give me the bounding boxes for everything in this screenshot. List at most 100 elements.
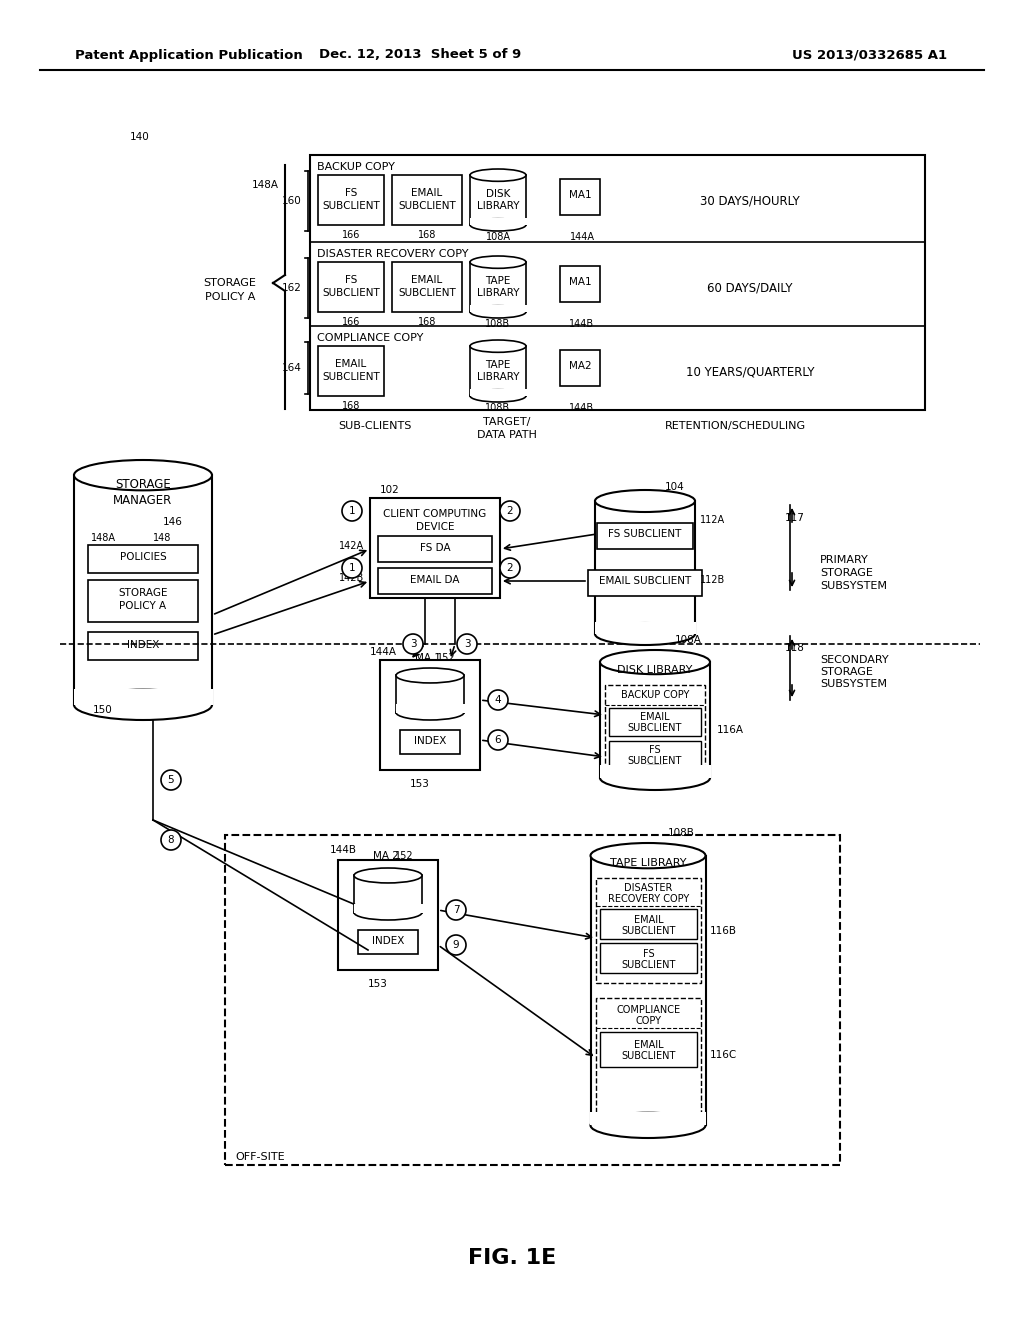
Text: FIG. 1E: FIG. 1E [468,1247,556,1269]
Text: 164: 164 [283,363,302,374]
Bar [310,154,925,411]
Bar [74,689,213,705]
Circle shape [403,634,423,653]
Text: MA1: MA1 [568,190,591,201]
Text: 112B: 112B [700,576,725,585]
Text: RECOVERY COPY: RECOVERY COPY [608,894,689,904]
Text: 112A: 112A [700,515,725,525]
Text: RETENTION/SCHEDULING: RETENTION/SCHEDULING [665,421,806,432]
Circle shape [488,690,508,710]
Text: SUB-CLIENTS: SUB-CLIENTS [338,421,412,432]
Text: SUBCLIENT: SUBCLIENT [622,927,676,936]
Bar [590,1111,706,1126]
Bar [318,176,384,224]
Text: Dec. 12, 2013  Sheet 5 of 9: Dec. 12, 2013 Sheet 5 of 9 [318,49,521,62]
Text: FS: FS [345,275,357,285]
Circle shape [500,502,520,521]
Text: EMAIL: EMAIL [412,275,442,285]
Text: 144A: 144A [370,647,397,657]
Bar [370,498,500,598]
Bar [469,218,526,224]
Text: 153: 153 [410,779,430,789]
Text: EMAIL: EMAIL [412,187,442,198]
Text: 148A: 148A [252,180,279,190]
Text: Patent Application Publication: Patent Application Publication [75,49,303,62]
Bar [605,685,705,780]
Text: LIBRARY: LIBRARY [477,372,519,381]
Text: 148A: 148A [91,533,116,543]
Text: EMAIL DA: EMAIL DA [411,576,460,585]
Text: 104: 104 [665,482,685,492]
Bar [88,632,198,660]
Ellipse shape [396,705,464,719]
Text: 3: 3 [464,639,470,649]
Text: TAPE LIBRARY: TAPE LIBRARY [609,858,686,869]
Text: 1: 1 [349,506,355,516]
Circle shape [446,900,466,920]
Text: EMAIL SUBCLIENT: EMAIL SUBCLIENT [599,576,691,586]
Text: 8: 8 [168,836,174,845]
Bar [354,875,422,912]
Bar [318,346,384,396]
Text: 3: 3 [410,639,417,649]
Text: 108A: 108A [485,232,511,242]
Text: 1: 1 [349,564,355,573]
Circle shape [161,830,181,850]
Bar [318,261,384,312]
Circle shape [500,558,520,578]
Text: DEVICE: DEVICE [416,521,455,532]
Bar [588,570,702,597]
Text: INDEX: INDEX [372,936,404,946]
Text: 168: 168 [418,317,436,327]
Bar [353,904,423,912]
Ellipse shape [591,843,706,869]
Text: 168: 168 [418,230,436,240]
Text: 2: 2 [507,564,513,573]
Bar [595,502,695,634]
Text: STORAGE: STORAGE [204,279,256,288]
Circle shape [342,502,362,521]
Text: 6: 6 [495,735,502,744]
Text: 168: 168 [342,401,360,411]
Text: 142B: 142B [339,573,364,583]
Bar [595,622,695,634]
Text: 148: 148 [153,533,171,543]
Text: 60 DAYS/DAILY: 60 DAYS/DAILY [708,281,793,294]
Text: 144A: 144A [569,232,595,242]
Bar [470,263,526,312]
Ellipse shape [354,906,422,920]
Bar [597,523,693,549]
Bar [225,836,840,1166]
Text: 160: 160 [283,195,302,206]
Text: LIBRARY: LIBRARY [477,288,519,298]
Text: 108B: 108B [485,403,511,413]
Text: 108B: 108B [668,828,695,838]
Bar [609,708,701,737]
Text: 30 DAYS/HOURLY: 30 DAYS/HOURLY [700,194,800,207]
Text: EMAIL: EMAIL [634,915,664,925]
Text: 144B: 144B [569,319,595,329]
Text: 10 YEARS/QUARTERLY: 10 YEARS/QUARTERLY [686,366,814,379]
Ellipse shape [74,689,212,719]
Text: DISASTER: DISASTER [625,883,673,894]
Ellipse shape [600,766,710,789]
Bar [88,579,198,622]
Bar [358,931,418,954]
Text: POLICIES: POLICIES [120,552,166,562]
Text: BACKUP COPY: BACKUP COPY [317,162,395,172]
Bar [469,305,526,312]
Bar [560,267,600,302]
Bar [591,855,706,1126]
Text: TARGET/: TARGET/ [483,417,530,426]
Text: 166: 166 [342,317,360,327]
Text: 4: 4 [495,696,502,705]
Text: DISK: DISK [485,189,510,199]
Circle shape [446,935,466,954]
Bar [560,180,600,215]
Text: 116C: 116C [710,1051,737,1060]
Text: POLICY A: POLICY A [205,292,255,302]
Text: CLIENT COMPUTING: CLIENT COMPUTING [383,510,486,519]
Text: STORAGE: STORAGE [118,587,168,598]
Text: FS DA: FS DA [420,543,451,553]
Text: 142A: 142A [339,541,364,550]
